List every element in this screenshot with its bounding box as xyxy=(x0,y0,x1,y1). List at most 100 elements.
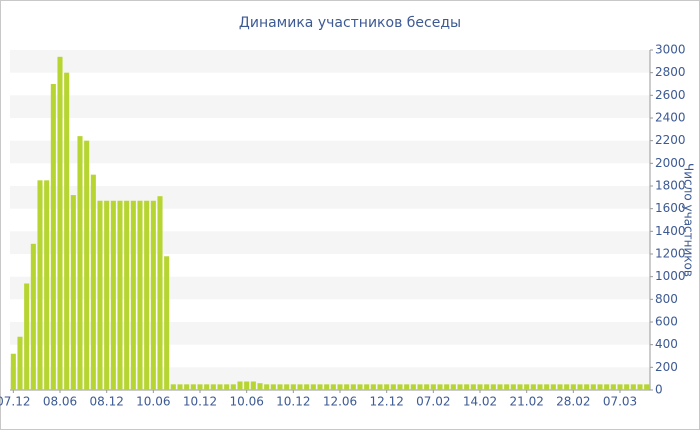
bar xyxy=(410,384,416,390)
bar xyxy=(84,140,90,390)
y-tick-label: 600 xyxy=(655,315,678,329)
x-tick-label: 10.06 xyxy=(229,395,263,409)
bar xyxy=(257,383,263,390)
bar xyxy=(290,384,296,390)
bar xyxy=(630,384,636,390)
bar xyxy=(170,384,176,390)
bar xyxy=(637,384,643,390)
bar xyxy=(244,381,250,390)
bar xyxy=(504,384,510,390)
bar xyxy=(370,384,376,390)
bar xyxy=(430,384,436,390)
bar xyxy=(477,384,483,390)
bar xyxy=(157,196,163,390)
bar xyxy=(397,384,403,390)
bar xyxy=(30,243,36,390)
bar xyxy=(224,384,230,390)
bar xyxy=(50,84,56,390)
bar xyxy=(24,283,30,390)
y-tick-label: 2800 xyxy=(655,65,686,79)
bar xyxy=(404,384,410,390)
bar xyxy=(330,384,336,390)
bar xyxy=(617,384,623,390)
grid-band xyxy=(10,367,650,390)
bar xyxy=(190,384,196,390)
bar xyxy=(577,384,583,390)
bar xyxy=(537,384,543,390)
bar xyxy=(484,384,490,390)
bar xyxy=(610,384,616,390)
y-tick-label: 1800 xyxy=(655,179,686,193)
bar xyxy=(437,384,443,390)
bar xyxy=(624,384,630,390)
bar xyxy=(350,384,356,390)
bar xyxy=(524,384,530,390)
bar xyxy=(57,56,63,391)
bar xyxy=(230,384,236,390)
bar xyxy=(644,384,650,390)
bar xyxy=(97,200,103,390)
bar xyxy=(77,136,83,390)
y-tick-label: 1000 xyxy=(655,269,686,283)
bar xyxy=(284,384,290,390)
bar xyxy=(270,384,276,390)
x-tick-label: 28.02 xyxy=(556,395,590,409)
x-tick-label: 10.06 xyxy=(136,395,170,409)
x-tick-label: 10.12 xyxy=(276,395,310,409)
bar xyxy=(517,384,523,390)
bar xyxy=(317,384,323,390)
bar xyxy=(217,384,223,390)
bar xyxy=(590,384,596,390)
x-tick-label: 07.02 xyxy=(416,395,450,409)
bar xyxy=(104,200,110,390)
bar xyxy=(137,200,143,390)
chart-title: Динамика участников беседы xyxy=(239,15,461,31)
y-tick-label: 2200 xyxy=(655,133,686,147)
bar xyxy=(557,384,563,390)
grid-band xyxy=(10,95,650,118)
bar xyxy=(70,195,76,390)
grid-band xyxy=(10,50,650,73)
bar xyxy=(597,384,603,390)
bar xyxy=(604,384,610,390)
grid-band xyxy=(10,231,650,254)
x-tick-label: 08.06 xyxy=(43,395,77,409)
bar xyxy=(470,384,476,390)
bar xyxy=(564,384,570,390)
y-tick-label: 3000 xyxy=(655,43,686,57)
bar xyxy=(197,384,203,390)
bar xyxy=(17,336,23,390)
y-tick-label: 2400 xyxy=(655,111,686,125)
y-tick-label: 200 xyxy=(655,360,678,374)
grid-band xyxy=(10,276,650,300)
bar xyxy=(184,384,190,390)
y-tick-label: 1600 xyxy=(655,201,686,215)
bar xyxy=(117,200,123,390)
bar xyxy=(144,200,150,390)
bar xyxy=(424,384,430,390)
bar xyxy=(337,384,343,390)
bar xyxy=(530,384,536,390)
y-tick-label: 0 xyxy=(655,383,663,397)
y-tick-label: 800 xyxy=(655,292,678,306)
bar xyxy=(497,384,503,390)
x-tick-label: 12.06 xyxy=(323,395,357,409)
bar xyxy=(110,200,116,390)
bar xyxy=(264,384,270,390)
bar xyxy=(150,200,156,390)
y-tick-label: 2600 xyxy=(655,88,686,102)
y-tick-label: 400 xyxy=(655,337,678,351)
bar xyxy=(570,384,576,390)
bar xyxy=(584,384,590,390)
y-axis-label: Число участников xyxy=(682,163,696,277)
bar xyxy=(304,384,310,390)
bar xyxy=(277,384,283,390)
grid-band xyxy=(10,140,650,164)
bar xyxy=(10,353,16,390)
x-tick-label: 10.12 xyxy=(183,395,217,409)
bar xyxy=(444,384,450,390)
x-tick-label: 07.03 xyxy=(603,395,637,409)
bar xyxy=(130,200,136,390)
bar xyxy=(250,381,256,390)
